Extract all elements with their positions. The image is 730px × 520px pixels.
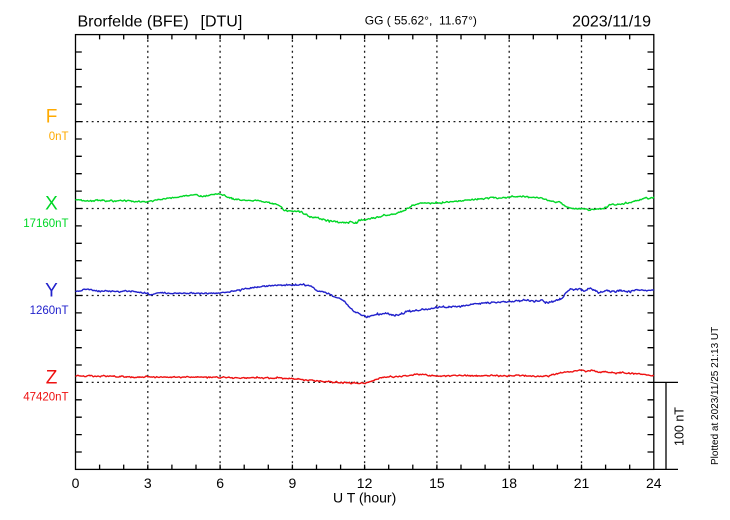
svg-text:17160nT: 17160nT: [23, 218, 68, 230]
svg-text:15: 15: [429, 475, 445, 491]
svg-text:2023/11/19: 2023/11/19: [572, 14, 651, 31]
svg-text:0nT: 0nT: [49, 131, 69, 143]
svg-text:12: 12: [357, 475, 373, 491]
svg-text:24: 24: [646, 475, 662, 491]
svg-text:3: 3: [144, 475, 152, 491]
svg-text:0: 0: [72, 475, 80, 491]
svg-text:6: 6: [216, 475, 224, 491]
svg-text:9: 9: [289, 475, 297, 491]
svg-text:F: F: [46, 107, 58, 128]
svg-text:U T (hour): U T (hour): [333, 490, 396, 506]
svg-text:Brorfelde (BFE): Brorfelde (BFE): [78, 14, 189, 31]
svg-text:18: 18: [501, 475, 517, 491]
svg-text:[DTU]: [DTU]: [201, 14, 243, 31]
svg-text:X: X: [45, 194, 58, 215]
svg-text:GG ( 55.62°, 11.67°): GG ( 55.62°, 11.67°): [365, 14, 477, 28]
svg-text:Z: Z: [46, 367, 58, 388]
svg-text:100 nT: 100 nT: [673, 407, 687, 446]
svg-text:Plotted at 2023/11/25 21:13 UT: Plotted at 2023/11/25 21:13 UT: [710, 327, 721, 465]
svg-text:21: 21: [574, 475, 590, 491]
svg-text:47420nT: 47420nT: [23, 392, 68, 404]
svg-text:Y: Y: [45, 281, 58, 302]
svg-text:1260nT: 1260nT: [30, 305, 69, 317]
